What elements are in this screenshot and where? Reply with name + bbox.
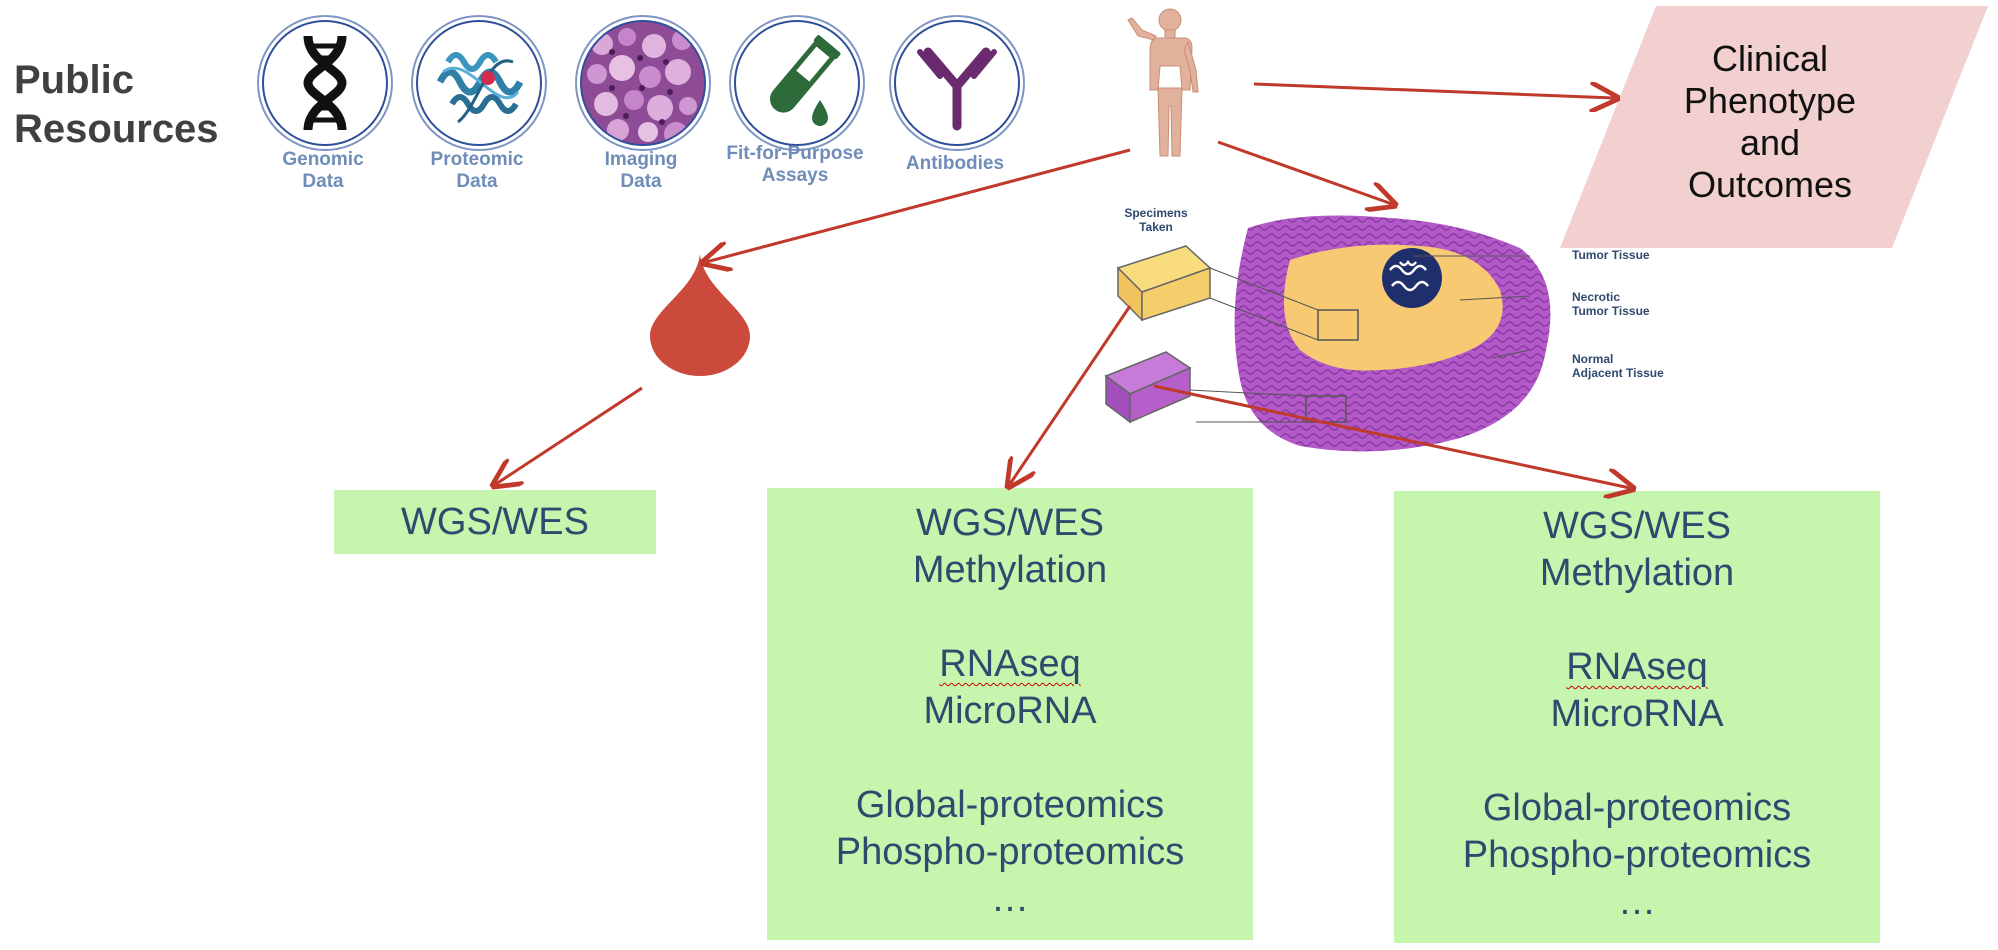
assay-item: MicroRNA [923, 690, 1097, 732]
assay-item: MicroRNA [1550, 693, 1724, 735]
human-figure-icon [1127, 8, 1199, 157]
assay-item: Methylation [912, 549, 1108, 591]
assay-item [767, 594, 1253, 641]
resource-label-antibodies: Antibodies [905, 153, 1005, 174]
public-resources-title: Public Resources [14, 56, 219, 154]
blood-drop-icon [650, 254, 750, 376]
assay-item [1394, 738, 1880, 785]
arrow-to-tissue [1217, 140, 1392, 204]
specimens-taken-label: Specimens Taken [1124, 206, 1188, 234]
necrotic-tissue-label: Necrotic Tumor Tissue [1572, 290, 1650, 318]
tissue-histology-icon [580, 20, 706, 146]
resource-label-assays: Fit-for-Purpose Assays [726, 143, 864, 186]
assay-box-blood: WGS/WES [334, 490, 656, 554]
assay-box-tumor: WGS/WES Methylation RNAseq MicroRNA Glob… [767, 488, 1253, 940]
assay-item: Global-proteomics [855, 784, 1165, 826]
tissue-specimen-illustration [1104, 215, 1551, 452]
normal-adjacent-tissue-label: Normal Adjacent Tissue [1572, 352, 1664, 380]
assay-item: Phospho-proteomics [835, 831, 1185, 873]
assay-item: RNAseq [1566, 646, 1708, 688]
title-text: Public Resources [14, 58, 219, 151]
assay-item: RNAseq [939, 643, 1081, 685]
protein-structure-icon [416, 20, 542, 146]
assay-item: Global-proteomics [1482, 787, 1792, 829]
dna-icon [262, 20, 388, 146]
tumor-tissue-label: Tumor Tissue [1572, 248, 1650, 262]
assay-item [767, 735, 1253, 782]
resource-label-imaging: Imaging Data [604, 149, 678, 192]
assay-item: … [991, 878, 1029, 920]
arrow-blood-to-assay [496, 386, 643, 484]
antibody-icon [894, 20, 1020, 146]
test-tube-icon [734, 20, 860, 146]
assay-item [1394, 597, 1880, 644]
assay-item: WGS/WES [401, 501, 589, 543]
resource-label-proteomic: Proteomic Data [430, 149, 524, 192]
clinical-phenotype-label: Clinical Phenotype and Outcomes [1683, 38, 1857, 205]
clinical-phenotype-shape [1560, 6, 1988, 248]
assay-item: WGS/WES [916, 502, 1104, 544]
assay-item: … [1618, 881, 1656, 923]
assay-item: Phospho-proteomics [1462, 834, 1812, 876]
assay-box-normal: WGS/WES Methylation RNAseq MicroRNA Glob… [1394, 491, 1880, 943]
resource-label-genomic: Genomic Data [282, 149, 364, 192]
assay-item: Methylation [1539, 552, 1735, 594]
assay-item: WGS/WES [1543, 505, 1731, 547]
